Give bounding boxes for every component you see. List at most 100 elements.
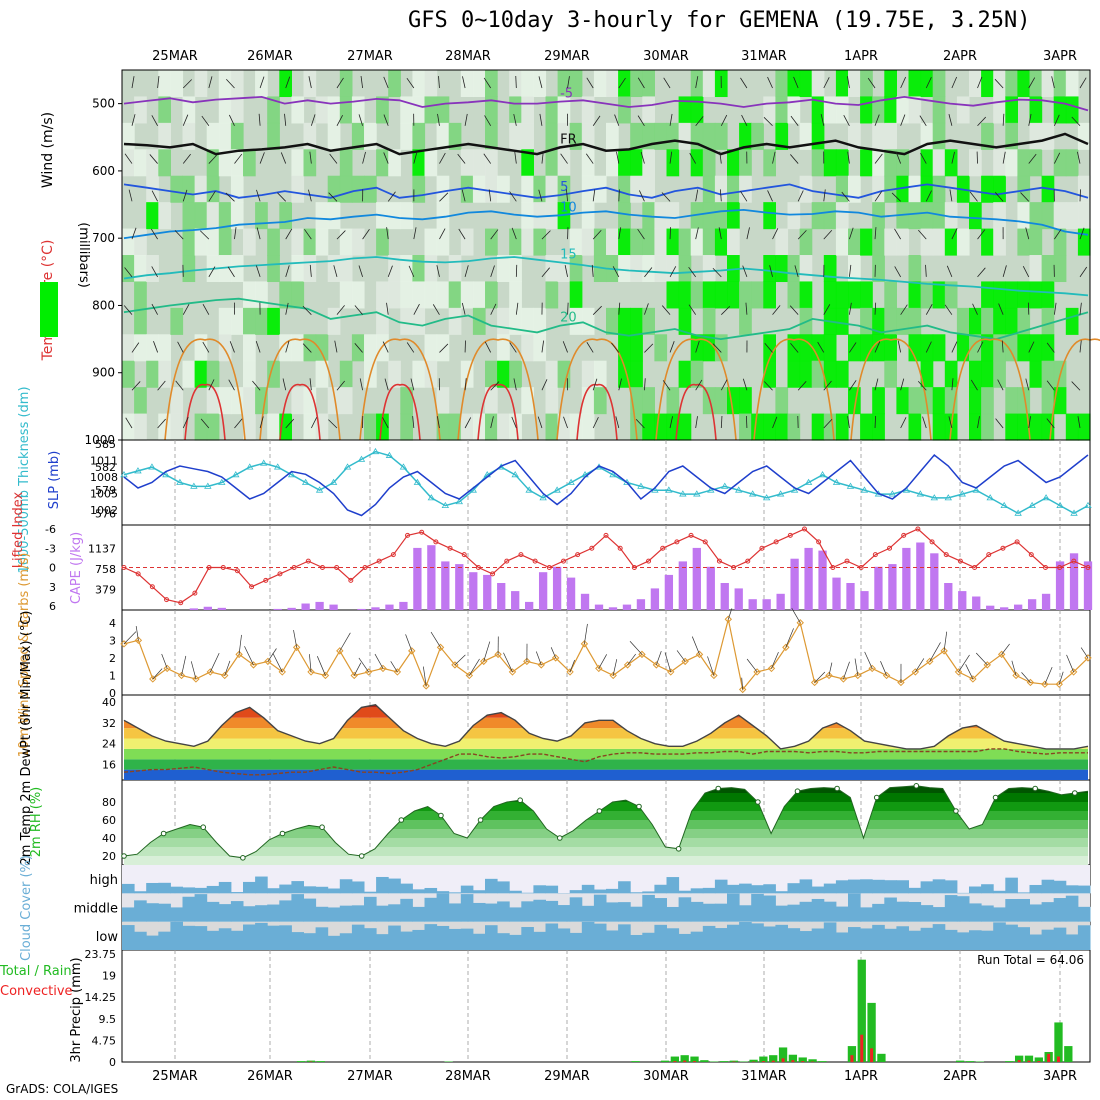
- wind-barb: [591, 264, 594, 277]
- rh2m-marker: [398, 817, 405, 823]
- rh-cell: [388, 281, 401, 309]
- cloud-cover-bar: [339, 905, 353, 922]
- li-marker: [1000, 545, 1006, 551]
- wind-barb: [925, 190, 932, 202]
- wind-barb-10m: [430, 631, 441, 648]
- wind-barb: [259, 76, 265, 89]
- rh-cell: [521, 175, 534, 203]
- isotherm-line: [123, 132, 1089, 156]
- cloud-cover-bar: [630, 906, 643, 922]
- wind-marker: [695, 650, 704, 659]
- rh-cell: [678, 360, 692, 388]
- cloud-cover-bar: [436, 891, 450, 894]
- rh-cell: [1017, 175, 1031, 203]
- wind-barb: [1079, 302, 1082, 315]
- cloud-cover-bar: [799, 879, 813, 894]
- wind-barb: [789, 305, 799, 315]
- rh-cell: [581, 96, 595, 124]
- precip-convective-bar: [771, 1060, 775, 1062]
- rh-cell: [170, 413, 184, 441]
- rh-cell: [702, 70, 716, 98]
- rh-cell: [412, 255, 426, 283]
- wind-barb: [874, 227, 877, 240]
- cloud-cover-bar: [896, 901, 909, 922]
- li-marker: [745, 558, 751, 564]
- cloud-cover-bar: [533, 931, 546, 950]
- wind-barb: [769, 265, 773, 277]
- rh-cell: [908, 387, 922, 415]
- cape-bar: [972, 596, 981, 610]
- cloud-cover-bar: [122, 925, 135, 950]
- cloud-cover-bar: [545, 900, 559, 922]
- cloud-cover-bar: [158, 882, 171, 894]
- wind-barb: [259, 416, 264, 429]
- cape-bar: [1041, 593, 1051, 610]
- wind-barb: [616, 151, 620, 164]
- rh-cell: [678, 228, 692, 256]
- thickness-marker: [357, 455, 366, 462]
- rh-cell: [763, 360, 776, 388]
- rh-cell: [388, 202, 401, 230]
- rh-cell: [533, 334, 547, 362]
- rh-cell: [775, 96, 789, 124]
- cloud-cover-bar: [134, 891, 147, 894]
- cloud-cover-bar: [932, 907, 946, 922]
- precip-total-bar: [296, 1061, 306, 1062]
- precip-convective-bar: [791, 1060, 795, 1062]
- rh-cell: [1053, 149, 1067, 177]
- wind-barb: [669, 266, 677, 278]
- slp-tick: 1005: [90, 488, 118, 501]
- li-marker: [830, 565, 836, 570]
- cloud-cover-bar: [884, 880, 897, 894]
- rh-cell: [654, 202, 668, 230]
- cloud-cover-bar: [315, 886, 329, 894]
- wind-barb: [592, 229, 602, 240]
- rh-cell: [243, 149, 256, 177]
- wind-barb: [182, 153, 191, 164]
- cape-bar: [860, 591, 869, 610]
- rh-cell: [618, 202, 631, 230]
- bottom-date-label: 1APR: [844, 1069, 878, 1084]
- wind-barb: [1079, 340, 1082, 353]
- wind-barb: [1071, 116, 1081, 127]
- rh-cell: [521, 96, 534, 124]
- wind-barb: [151, 115, 158, 126]
- precip-total-bar: [877, 1053, 886, 1062]
- rh-cell: [884, 70, 897, 98]
- rh-cell: [787, 255, 801, 283]
- rh-cell: [969, 149, 982, 177]
- rh-cell: [799, 255, 813, 283]
- cape-bar: [622, 604, 632, 610]
- rh-cell: [956, 334, 970, 362]
- wind-barb: [256, 189, 261, 202]
- temp-band: [124, 748, 1088, 760]
- wind-barb: [994, 192, 1004, 202]
- rh-cell: [811, 413, 825, 441]
- cape-bar: [762, 599, 771, 610]
- rh-cell: [388, 255, 401, 283]
- thickness-marker: [665, 486, 673, 493]
- rh-cell: [315, 202, 329, 230]
- thickness-marker: [301, 478, 310, 485]
- wind-barb: [284, 113, 287, 126]
- wind-barb: [123, 305, 133, 315]
- wind-barb-10m: [1021, 672, 1031, 683]
- rh-cell: [872, 387, 885, 415]
- top-date-label: 30MAR: [643, 49, 689, 64]
- wind-barb: [764, 381, 773, 391]
- wind-barb-10m: [1066, 654, 1074, 673]
- wind-barb: [951, 341, 958, 353]
- rh-cell: [727, 228, 740, 256]
- precip-total-bar: [719, 1061, 729, 1062]
- wind-barb: [285, 340, 290, 353]
- wind-barb: [823, 229, 833, 240]
- rh-cell: [630, 175, 643, 203]
- precip-total-bar: [847, 1046, 857, 1062]
- rh-band: [124, 793, 1088, 802]
- wind-barb: [1002, 265, 1007, 277]
- rh-cell: [811, 202, 825, 230]
- wind-marker: [206, 668, 215, 676]
- wind-barb: [720, 379, 728, 391]
- rh-cell: [545, 413, 559, 441]
- wind-barb: [234, 153, 243, 164]
